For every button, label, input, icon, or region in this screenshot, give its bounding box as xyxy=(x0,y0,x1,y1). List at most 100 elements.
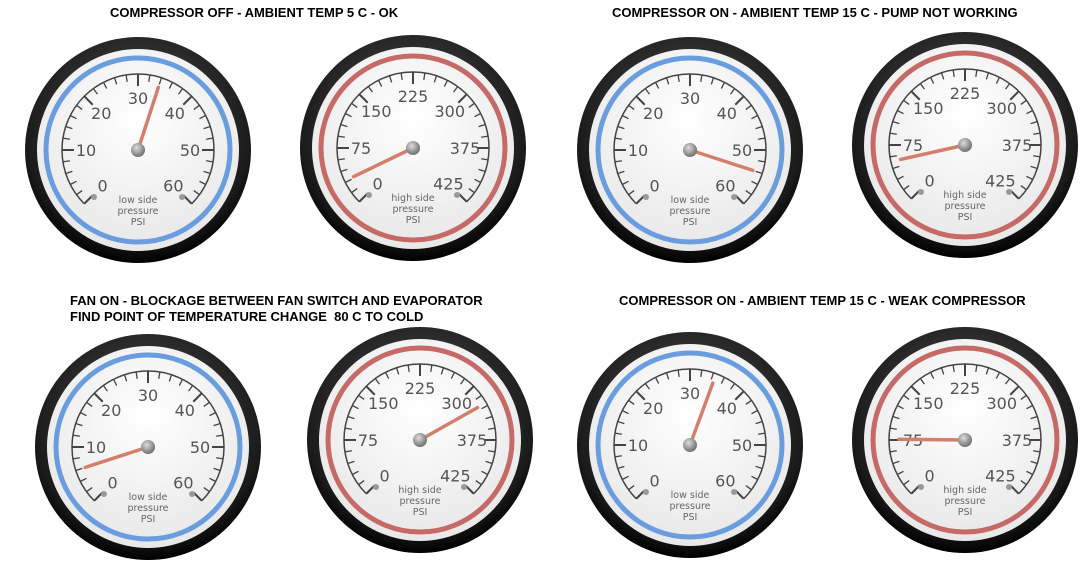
tick xyxy=(889,132,897,135)
tick xyxy=(1030,415,1038,420)
scale-label: 30 xyxy=(680,89,700,108)
scale-label: 375 xyxy=(1002,431,1033,450)
needle-hub xyxy=(131,143,145,157)
tick xyxy=(158,371,161,379)
tick xyxy=(407,364,410,372)
tick xyxy=(206,160,214,163)
tick xyxy=(113,77,118,85)
panel-3-title: FAN ON - BLOCKAGE BETWEEN FAN SWITCH AND… xyxy=(70,293,483,325)
tick xyxy=(475,394,482,400)
tick xyxy=(457,93,468,104)
scale-label: 425 xyxy=(985,171,1016,190)
tick xyxy=(1020,185,1027,191)
panel-2-title: COMPRESSOR ON - AMBIENT TEMP 15 C - PUMP… xyxy=(612,5,1018,20)
tick xyxy=(710,372,715,380)
tick xyxy=(358,480,365,486)
tick xyxy=(182,95,193,106)
scale-label: 375 xyxy=(450,139,481,158)
scale-label: 150 xyxy=(368,394,399,413)
tick xyxy=(617,465,625,470)
tick xyxy=(481,158,489,161)
tick xyxy=(910,385,921,396)
tick xyxy=(433,75,438,83)
gauge-caption: high side xyxy=(391,193,434,204)
gauge-caption: low side xyxy=(671,195,710,206)
tick xyxy=(65,125,73,130)
scale-label: 60 xyxy=(715,176,735,195)
screw-dot xyxy=(918,189,924,195)
tick xyxy=(892,165,900,170)
color-ring xyxy=(325,345,515,535)
tick xyxy=(384,371,390,379)
tick xyxy=(1026,175,1034,181)
needle xyxy=(136,85,161,152)
tick xyxy=(745,104,752,110)
scale-label: 0 xyxy=(373,174,383,193)
tick xyxy=(940,367,945,375)
tick xyxy=(76,104,83,110)
tick xyxy=(475,480,482,486)
screw-dot xyxy=(91,194,97,200)
tick xyxy=(621,114,629,120)
scale-label: 425 xyxy=(985,466,1016,485)
color-ring xyxy=(595,55,785,245)
tick xyxy=(340,168,348,173)
tick xyxy=(478,168,486,173)
tick xyxy=(1009,385,1020,396)
title-line: FAN ON - BLOCKAGE BETWEEN FAN SWITCH AND… xyxy=(70,293,483,308)
tick-arc xyxy=(888,363,1042,495)
tick xyxy=(199,114,207,120)
tick xyxy=(199,180,207,186)
tick xyxy=(86,487,93,493)
title-line: FIND POINT OF TEMPERATURE CHANGE 80 C TO… xyxy=(70,309,424,324)
needle-hub xyxy=(683,143,697,157)
tick xyxy=(351,102,358,108)
scale-label: 20 xyxy=(643,399,663,418)
title-line: COMPRESSOR ON - AMBIENT TEMP 15 C - PUMP… xyxy=(612,5,1018,20)
tick xyxy=(896,404,904,410)
gauge-caption: high side xyxy=(943,485,986,496)
tick xyxy=(374,378,380,385)
screw-dot xyxy=(731,489,737,495)
tick xyxy=(734,390,745,401)
tick xyxy=(665,77,670,85)
screw-dot xyxy=(643,489,649,495)
tick xyxy=(975,364,978,372)
tick xyxy=(178,88,184,95)
tick xyxy=(1030,165,1038,170)
panel-1-title: COMPRESSOR OFF - AMBIENT TEMP 5 C - OK xyxy=(110,5,398,20)
screw-dot xyxy=(101,491,107,497)
tick xyxy=(654,81,660,89)
tick xyxy=(86,401,93,407)
tick xyxy=(93,392,104,403)
tick xyxy=(730,383,736,390)
tick xyxy=(485,460,493,465)
color-ring xyxy=(53,352,243,542)
tick xyxy=(203,170,211,175)
tick xyxy=(745,399,752,405)
tick-arc xyxy=(888,68,1042,200)
tick xyxy=(758,432,766,435)
tick xyxy=(79,411,87,417)
tick xyxy=(1005,83,1011,90)
tick xyxy=(644,88,650,95)
tick xyxy=(614,432,622,435)
needle-hub xyxy=(141,440,155,454)
tick xyxy=(635,95,646,106)
tick xyxy=(440,367,445,375)
tick xyxy=(628,399,635,405)
tick xyxy=(351,470,359,476)
tick xyxy=(125,74,128,82)
tick xyxy=(617,420,625,425)
tick xyxy=(751,114,759,120)
tick xyxy=(614,160,622,163)
scale-label: 300 xyxy=(434,102,465,121)
tick xyxy=(751,475,759,481)
scale-label: 50 xyxy=(732,436,752,455)
tick xyxy=(1033,132,1041,135)
tick xyxy=(423,72,426,80)
tick xyxy=(388,75,393,83)
gauge-caption: pressure xyxy=(669,206,710,217)
tick xyxy=(102,385,108,392)
